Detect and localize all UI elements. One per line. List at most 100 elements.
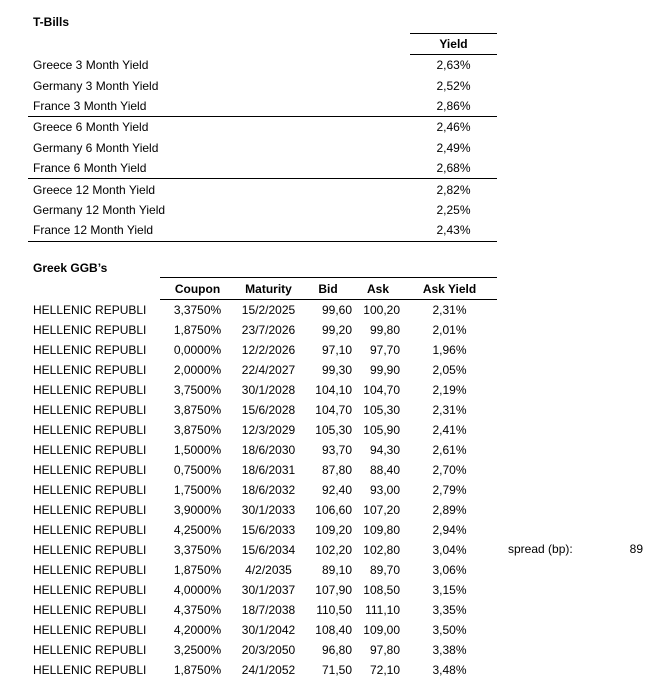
coupon-column-header: Coupon	[160, 277, 235, 300]
ggb-header-row: Coupon Maturity Bid Ask Ask Yield	[28, 277, 497, 300]
coupon-cell: 3,3750%	[173, 303, 222, 317]
coupon-cell: 4,0000%	[173, 583, 222, 597]
ask-yield-cell: 2,31%	[432, 303, 467, 317]
table-row: HELLENIC REPUBLI 4,2000% 30/1/2042 108,40 10…	[28, 620, 497, 640]
table-row: HELLENIC REPUBLI 4,3750% 18/7/2038 110,50 11…	[28, 600, 497, 620]
ask-cell: 104,70	[363, 383, 400, 397]
yield-column-header: Yield	[410, 33, 497, 55]
ggb-table: Coupon Maturity Bid Ask Ask Yield HELLEN…	[28, 277, 497, 678]
bid-cell: 93,70	[321, 443, 352, 457]
table-row: HELLENIC REPUBLI 3,3750% 15/2/2025 99,60 100…	[28, 300, 497, 321]
table-row: Germany 12 Month Yield 2,25%	[28, 200, 497, 220]
ask-cell: 88,40	[369, 463, 400, 477]
maturity-cell: 20/3/2050	[241, 643, 296, 657]
bid-cell: 110,50	[316, 603, 352, 617]
ask-yield-cell: 3,50%	[432, 623, 467, 637]
tbill-yield-value: 2,25%	[436, 202, 471, 217]
issuer-cell: HELLENIC REPUBLI	[33, 583, 147, 597]
coupon-cell: 4,2500%	[173, 523, 222, 537]
ask-cell: 89,70	[369, 563, 400, 577]
bid-cell: 99,30	[321, 363, 352, 377]
maturity-cell: 30/1/2033	[241, 503, 296, 517]
maturity-cell: 30/1/2028	[241, 383, 296, 397]
table-row: HELLENIC REPUBLI 3,8750% 15/6/2028 104,70 10…	[28, 400, 497, 420]
bid-column-header: Bid	[302, 277, 354, 300]
maturity-cell: 4/2/2035	[245, 563, 292, 577]
issuer-cell: HELLENIC REPUBLI	[33, 302, 147, 317]
bid-cell: 71,50	[321, 663, 352, 677]
bid-cell: 107,90	[315, 583, 352, 597]
table-row: Greece 12 Month Yield 2,82%	[28, 179, 497, 200]
maturity-cell: 12/3/2029	[241, 423, 296, 437]
tbill-yield-value: 2,63%	[436, 58, 471, 73]
table-row: HELLENIC REPUBLI 4,0000% 30/1/2037 107,90 10…	[28, 580, 497, 600]
ask-yield-cell: 2,89%	[432, 503, 467, 517]
ask-cell: 97,80	[369, 643, 400, 657]
coupon-cell: 1,5000%	[173, 443, 222, 457]
issuer-cell: HELLENIC REPUBLI	[33, 663, 147, 677]
coupon-cell: 3,3750%	[173, 543, 222, 557]
tbill-yield-value: 2,82%	[436, 182, 471, 197]
tbill-yield-value: 2,49%	[436, 140, 471, 155]
ask-yield-cell: 3,04%	[432, 543, 467, 557]
coupon-cell: 1,8750%	[173, 663, 222, 677]
ask-yield-cell: 2,79%	[432, 483, 467, 497]
ask-cell: 94,30	[369, 443, 400, 457]
issuer-cell: HELLENIC REPUBLI	[33, 543, 147, 557]
table-row: HELLENIC REPUBLI 3,9000% 30/1/2033 106,60 10…	[28, 500, 497, 520]
maturity-cell: 18/6/2032	[241, 483, 296, 497]
ask-yield-column-header: Ask Yield	[402, 277, 497, 300]
issuer-cell: HELLENIC REPUBLI	[33, 463, 147, 477]
coupon-cell: 1,8750%	[173, 323, 222, 337]
ask-cell: 93,00	[369, 483, 400, 497]
maturity-cell: 18/6/2031	[241, 463, 296, 477]
coupon-cell: 0,0000%	[173, 343, 222, 357]
tbill-label: France 6 Month Yield	[28, 157, 410, 180]
ask-cell: 99,80	[369, 323, 400, 337]
coupon-cell: 3,9000%	[173, 503, 222, 517]
tbill-label: Germany 6 Month Yield	[33, 140, 159, 155]
tbill-yield-value: 2,43%	[410, 220, 497, 242]
coupon-cell: 3,8750%	[173, 403, 222, 417]
table-row: Germany 3 Month Yield 2,52%	[28, 75, 497, 95]
bid-cell: 99,60	[321, 303, 352, 317]
maturity-cell: 12/2/2026	[241, 343, 296, 357]
ask-yield-cell: 2,01%	[432, 323, 467, 337]
coupon-cell: 3,2500%	[173, 643, 222, 657]
tbill-yield-value: 2,86%	[410, 95, 497, 118]
tbills-header-row: Yield	[28, 33, 497, 55]
table-row: HELLENIC REPUBLI 0,7500% 18/6/2031 87,80 88,…	[28, 460, 497, 480]
issuer-cell: HELLENIC REPUBLI	[33, 343, 147, 357]
tbill-label: Greece 12 Month Yield	[33, 182, 156, 197]
bid-cell: 106,60	[315, 503, 352, 517]
bid-cell: 104,10	[315, 383, 352, 397]
bid-cell: 96,80	[321, 643, 352, 657]
coupon-cell: 2,0000%	[173, 363, 222, 377]
issuer-cell: HELLENIC REPUBLI	[33, 623, 147, 637]
ask-cell: 99,90	[369, 363, 400, 377]
bid-cell: 109,20	[315, 523, 352, 537]
table-row: HELLENIC REPUBLI 3,3750% 15/6/2034 102,20 10…	[28, 540, 497, 560]
ask-yield-cell: 2,94%	[432, 523, 467, 537]
ask-cell: 111,10	[365, 603, 400, 617]
ask-yield-cell: 3,38%	[432, 643, 467, 657]
table-row: HELLENIC REPUBLI 0,0000% 12/2/2026 97,10 97,…	[28, 340, 497, 360]
bid-cell: 99,20	[321, 323, 352, 337]
spread-label: spread (bp):	[508, 541, 573, 556]
maturity-cell: 30/1/2037	[241, 583, 296, 597]
maturity-cell: 18/6/2030	[241, 443, 296, 457]
ask-cell: 108,50	[363, 583, 400, 597]
ask-cell: 107,20	[363, 503, 400, 517]
tbill-label: France 3 Month Yield	[28, 95, 410, 118]
table-row: France 3 Month Yield 2,86%	[28, 95, 497, 118]
table-row: HELLENIC REPUBLI 3,8750% 12/3/2029 105,30 10…	[28, 420, 497, 440]
bid-cell: 87,80	[321, 463, 352, 477]
maturity-cell: 15/6/2028	[241, 403, 296, 417]
ask-yield-cell: 1,96%	[432, 343, 467, 357]
ask-cell: 105,90	[363, 423, 400, 437]
tbills-table: Yield Greece 3 Month Yield 2,63% Germany …	[28, 33, 497, 242]
issuer-cell: HELLENIC REPUBLI	[33, 323, 147, 337]
tbills-header-spacer	[28, 34, 410, 55]
bid-cell: 104,70	[315, 403, 352, 417]
